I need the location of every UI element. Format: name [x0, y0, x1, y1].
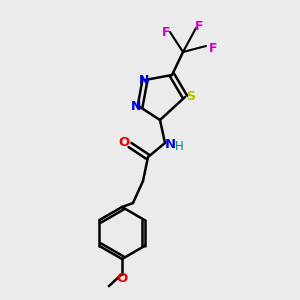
Text: F: F [209, 41, 217, 55]
Text: N: N [164, 137, 175, 151]
Text: F: F [162, 26, 170, 38]
Text: H: H [175, 140, 183, 152]
Text: N: N [139, 74, 149, 88]
Text: S: S [187, 91, 196, 103]
Text: O: O [116, 272, 128, 286]
Text: O: O [118, 136, 130, 149]
Text: F: F [195, 20, 203, 34]
Text: N: N [131, 100, 141, 113]
